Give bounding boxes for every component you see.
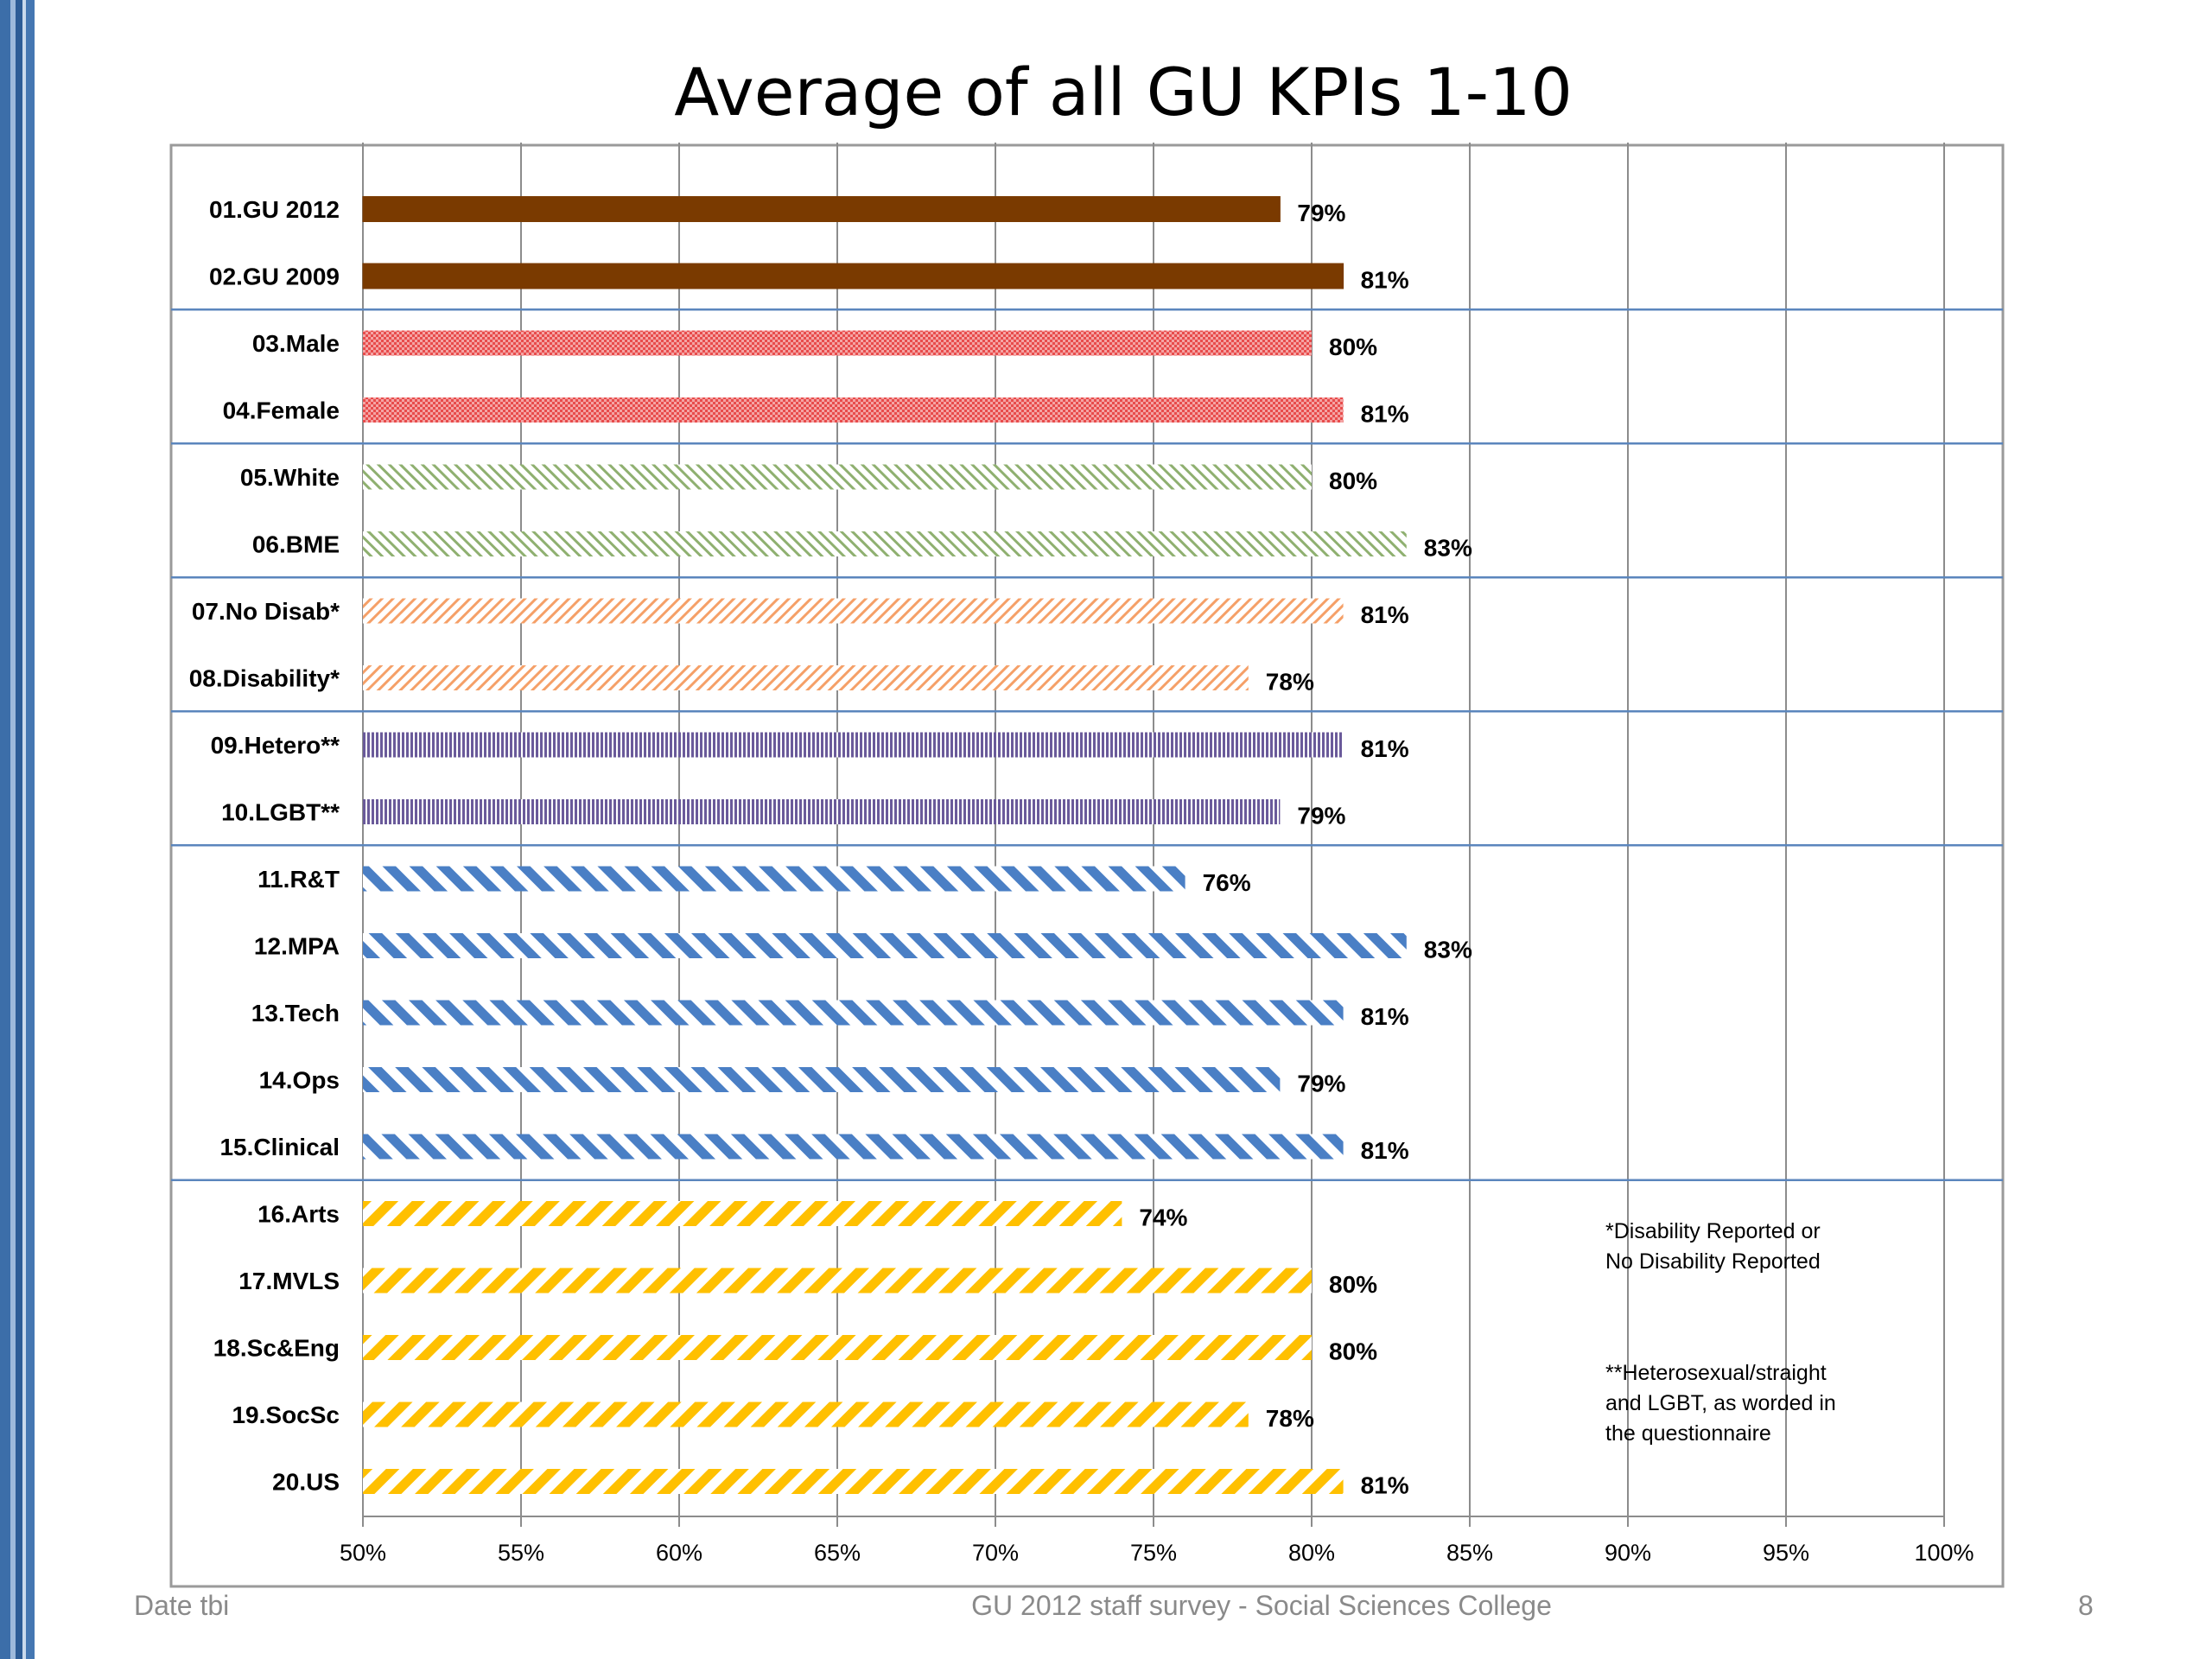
bar	[363, 1134, 1344, 1160]
category-label: 07.No Disab*	[192, 598, 340, 625]
category-label: 02.GU 2009	[209, 264, 340, 290]
bar	[363, 531, 1407, 556]
bar	[363, 1067, 1281, 1092]
category-label: 12.MPA	[254, 933, 340, 960]
category-label: 06.BME	[252, 531, 340, 558]
bar	[362, 263, 1344, 289]
category-label: 01.GU 2012	[209, 196, 340, 223]
bar	[363, 1000, 1344, 1026]
bar	[363, 598, 1344, 624]
bar	[363, 866, 1185, 892]
value-label: 81%	[1361, 735, 1409, 762]
value-label: 81%	[1361, 267, 1409, 294]
category-label: 15.Clinical	[219, 1134, 340, 1160]
bar	[363, 1335, 1312, 1360]
value-label: 79%	[1297, 803, 1345, 830]
bar	[363, 330, 1312, 356]
x-tick-label: 85%	[1446, 1540, 1493, 1566]
footnote-orientation: **Heterosexual/straight and LGBT, as wor…	[1605, 1361, 1836, 1446]
footnote-disability: *Disability Reported or No Disability Re…	[1605, 1219, 1821, 1274]
category-label: 18.Sc&Eng	[213, 1335, 340, 1362]
value-label: 81%	[1361, 1137, 1409, 1164]
bar	[363, 1469, 1344, 1494]
x-tick-label: 75%	[1130, 1540, 1177, 1566]
value-label: 80%	[1329, 1338, 1377, 1365]
value-label: 80%	[1329, 334, 1377, 360]
category-label: 05.White	[240, 464, 340, 491]
x-tick-label: 100%	[1914, 1540, 1974, 1566]
footer-date: Date tbi	[134, 1590, 230, 1621]
value-label: 78%	[1266, 669, 1314, 696]
left-decorative-rail	[0, 0, 35, 1659]
value-label: 81%	[1361, 1472, 1409, 1499]
value-label: 81%	[1361, 1003, 1409, 1030]
bar	[363, 397, 1344, 423]
category-label: 16.Arts	[257, 1201, 340, 1228]
x-tick-label: 55%	[498, 1540, 544, 1566]
page-number: 8	[2078, 1590, 2094, 1621]
bar	[363, 732, 1344, 758]
bar	[363, 1201, 1122, 1226]
x-tick-label: 60%	[656, 1540, 702, 1566]
category-label: 20.US	[272, 1469, 340, 1496]
x-tick-label: 65%	[814, 1540, 861, 1566]
category-label: 14.Ops	[259, 1067, 340, 1094]
category-label: 19.SocSc	[232, 1402, 340, 1428]
bar	[363, 1268, 1312, 1294]
value-label: 78%	[1266, 1405, 1314, 1432]
bar	[362, 196, 1281, 222]
value-label: 83%	[1424, 937, 1472, 963]
chart-title: Average of all GU KPIs 1-10	[674, 54, 1573, 130]
value-label: 83%	[1424, 535, 1472, 562]
plot-frame	[169, 143, 2005, 1588]
category-label: 10.LGBT**	[221, 799, 340, 826]
bar	[363, 464, 1312, 490]
value-label: 81%	[1361, 601, 1409, 628]
x-tick-label: 95%	[1763, 1540, 1809, 1566]
category-label: 13.Tech	[251, 1000, 340, 1027]
value-label: 79%	[1297, 200, 1345, 226]
category-label: 08.Disability*	[189, 665, 340, 692]
footer-center-title: GU 2012 staff survey - Social Sciences C…	[971, 1590, 1552, 1621]
x-tick-label: 70%	[972, 1540, 1019, 1566]
value-label: 80%	[1329, 467, 1377, 494]
x-tick-label: 80%	[1288, 1540, 1335, 1566]
value-label: 79%	[1297, 1071, 1345, 1097]
value-label: 81%	[1361, 401, 1409, 428]
value-label: 74%	[1139, 1205, 1187, 1231]
bar	[363, 1402, 1249, 1427]
bar	[363, 933, 1407, 958]
category-label: 17.MVLS	[238, 1268, 340, 1294]
bar	[363, 799, 1281, 824]
category-label: 03.Male	[252, 330, 340, 357]
bar	[363, 665, 1249, 690]
category-label: 11.R&T	[257, 866, 340, 893]
x-tick-label: 90%	[1605, 1540, 1651, 1566]
x-tick-label: 50%	[340, 1540, 386, 1566]
category-label: 04.Female	[223, 397, 340, 424]
category-label: 09.Hetero**	[211, 732, 340, 759]
value-label: 76%	[1203, 869, 1251, 896]
value-label: 80%	[1329, 1271, 1377, 1298]
